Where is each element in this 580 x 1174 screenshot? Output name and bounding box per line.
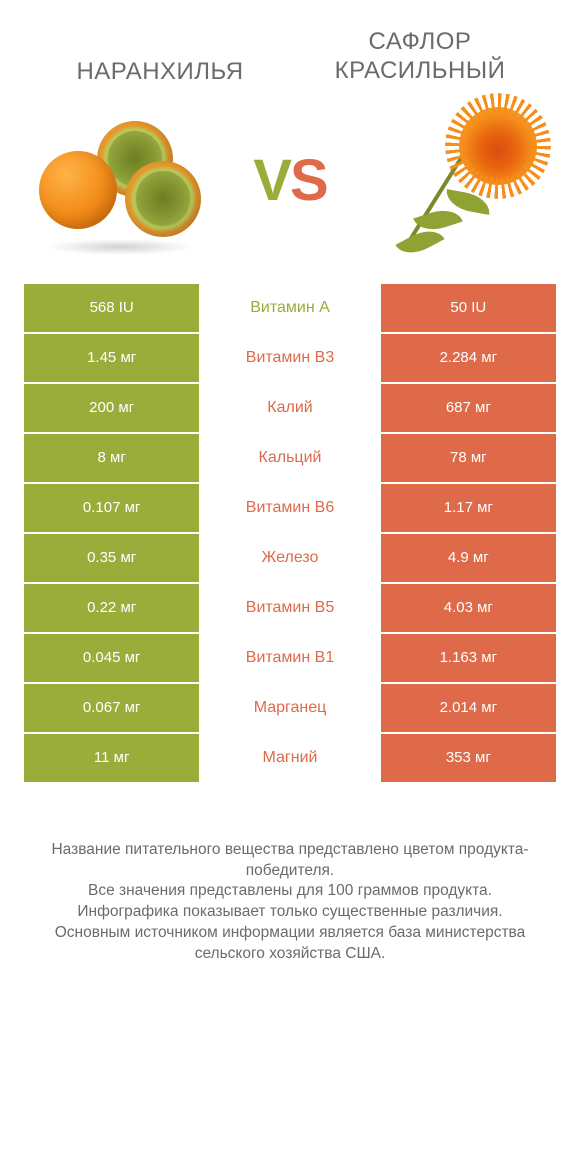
left-value-cell: 8 мг — [23, 433, 200, 483]
left-product-title: НАРАНХИЛЬЯ — [30, 58, 290, 86]
nutrient-cell: Витамин B6 — [200, 483, 379, 533]
left-value-cell: 0.22 мг — [23, 583, 200, 633]
right-value-cell: 4.9 мг — [380, 533, 557, 583]
nutrient-cell: Витамин B1 — [200, 633, 379, 683]
header: НАРАНХИЛЬЯ САФЛОР КРАСИЛЬНЫЙ — [0, 0, 580, 96]
nutrient-cell: Калий — [200, 383, 379, 433]
images-row: VS — [0, 96, 580, 276]
right-value-cell: 687 мг — [380, 383, 557, 433]
table-row: 0.045 мгВитамин B11.163 мг — [23, 633, 557, 683]
table-row: 8 мгКальций78 мг — [23, 433, 557, 483]
right-value-cell: 1.17 мг — [380, 483, 557, 533]
table-row: 0.107 мгВитамин B61.17 мг — [23, 483, 557, 533]
table-row: 0.22 мгВитамин B54.03 мг — [23, 583, 557, 633]
nutrient-cell: Витамин B3 — [200, 333, 379, 383]
left-value-cell: 0.067 мг — [23, 683, 200, 733]
left-value-cell: 200 мг — [23, 383, 200, 433]
table-row: 1.45 мгВитамин B32.284 мг — [23, 333, 557, 383]
footer-notes: Название питательного вещества представл… — [26, 840, 554, 966]
right-value-cell: 4.03 мг — [380, 583, 557, 633]
left-product-image — [30, 101, 210, 261]
footer-line: Все значения представлены для 100 граммо… — [26, 881, 554, 902]
comparison-table: 568 IUВитамин A50 IU1.45 мгВитамин B32.2… — [22, 282, 558, 784]
right-product-image — [370, 101, 550, 261]
left-value-cell: 1.45 мг — [23, 333, 200, 383]
table-row: 11 мгМагний353 мг — [23, 733, 557, 783]
naranjilla-icon — [35, 111, 205, 251]
left-value-cell: 0.35 мг — [23, 533, 200, 583]
footer-line: Основным источником информации является … — [26, 923, 554, 965]
table-row: 568 IUВитамин A50 IU — [23, 283, 557, 333]
right-value-cell: 353 мг — [380, 733, 557, 783]
right-product-title: САФЛОР КРАСИЛЬНЫЙ — [290, 28, 550, 86]
right-value-cell: 78 мг — [380, 433, 557, 483]
nutrient-cell: Магний — [200, 733, 379, 783]
left-value-cell: 11 мг — [23, 733, 200, 783]
right-value-cell: 2.284 мг — [380, 333, 557, 383]
left-value-cell: 0.107 мг — [23, 483, 200, 533]
nutrient-cell: Марганец — [200, 683, 379, 733]
nutrient-cell: Железо — [200, 533, 379, 583]
vs-label: VS — [253, 147, 326, 214]
right-title-line2: КРАСИЛЬНЫЙ — [290, 57, 550, 86]
table-row: 0.35 мгЖелезо4.9 мг — [23, 533, 557, 583]
footer-line: Инфографика показывает только существенн… — [26, 902, 554, 923]
nutrient-cell: Кальций — [200, 433, 379, 483]
right-value-cell: 2.014 мг — [380, 683, 557, 733]
nutrient-cell: Витамин A — [200, 283, 379, 333]
vs-v: V — [253, 148, 290, 213]
left-value-cell: 568 IU — [23, 283, 200, 333]
safflower-icon — [375, 101, 545, 261]
footer-line: Название питательного вещества представл… — [26, 840, 554, 882]
left-value-cell: 0.045 мг — [23, 633, 200, 683]
table-row: 0.067 мгМарганец2.014 мг — [23, 683, 557, 733]
right-title-line1: САФЛОР — [290, 28, 550, 57]
right-value-cell: 1.163 мг — [380, 633, 557, 683]
right-value-cell: 50 IU — [380, 283, 557, 333]
table-row: 200 мгКалий687 мг — [23, 383, 557, 433]
vs-s: S — [290, 148, 327, 213]
nutrient-cell: Витамин B5 — [200, 583, 379, 633]
